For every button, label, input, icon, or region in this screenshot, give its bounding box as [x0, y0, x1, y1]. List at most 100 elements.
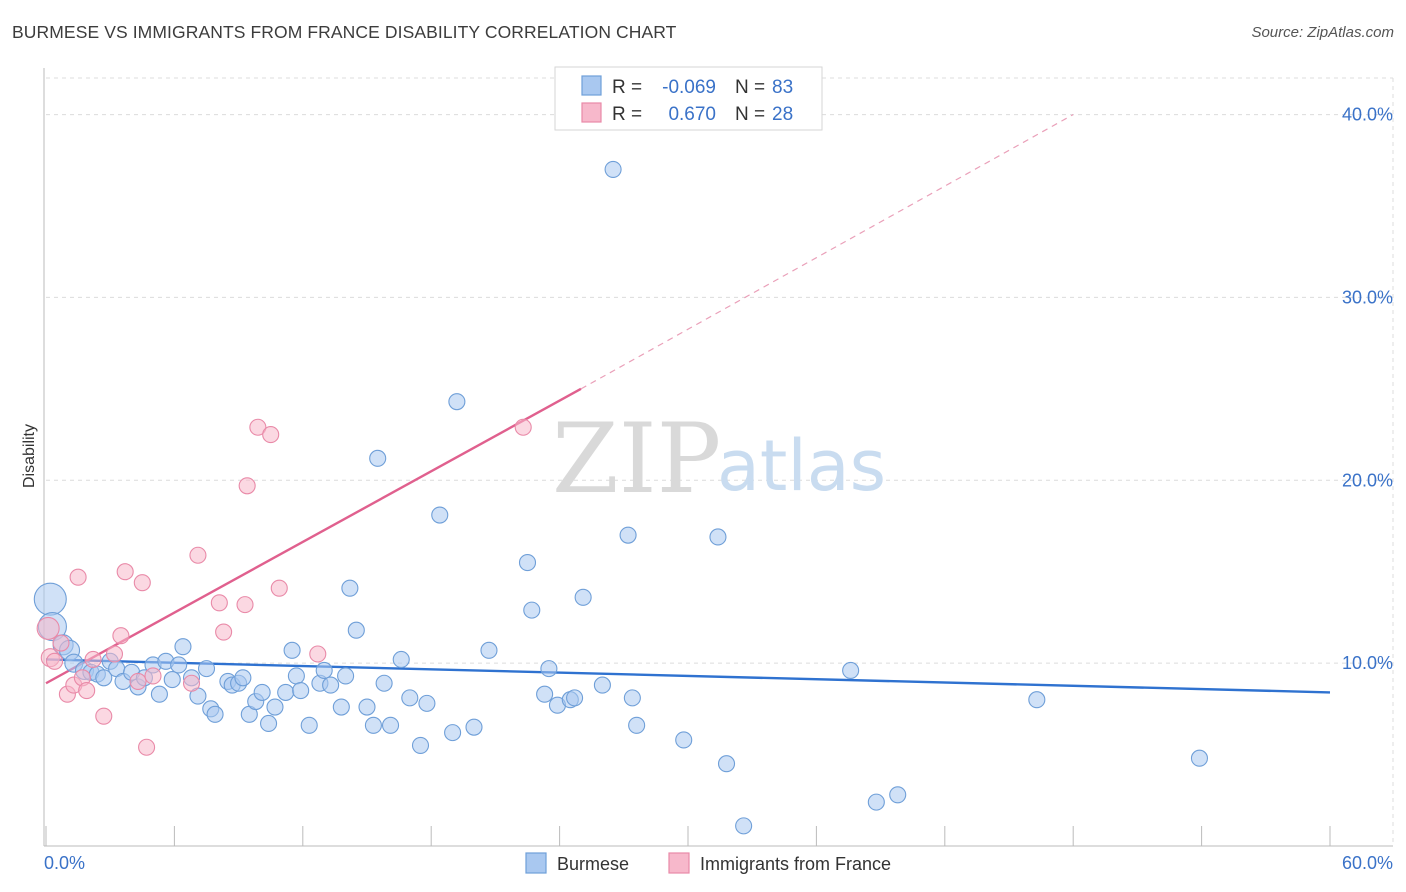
y-tick-labels: 10.0% 20.0% 30.0% 40.0%	[1342, 105, 1393, 674]
y-tick-label-0: 10.0%	[1342, 653, 1393, 673]
france-trend-line	[45, 387, 582, 685]
burmese-point-52	[392, 650, 410, 669]
france-point-6	[69, 568, 87, 586]
france-point-14	[129, 672, 147, 690]
watermark-atlas: atlas	[717, 425, 886, 507]
legend-r-value-burmese: -0.069	[662, 77, 716, 98]
series-legend-swatch-burmese	[525, 852, 547, 874]
trend-lines	[45, 114, 1331, 694]
burmese-point-63	[536, 685, 554, 703]
burmese-point-32	[253, 683, 271, 701]
france-point-17	[144, 667, 162, 685]
burmese-point-78	[842, 661, 860, 680]
burmese-point-34	[266, 698, 284, 716]
france-point-18	[182, 674, 201, 692]
france-point-8	[78, 682, 96, 700]
burmese-point-55	[418, 694, 436, 712]
burmese-point-77	[735, 817, 753, 835]
burmese-point-59	[465, 718, 483, 736]
legend-r-label-france: R =	[612, 104, 642, 125]
france-point-15	[133, 574, 151, 592]
france-point-2	[46, 652, 64, 670]
burmese-point-25	[206, 705, 224, 723]
burmese-trend-line	[45, 658, 1331, 694]
burmese-point-44	[337, 667, 355, 685]
burmese-point-37	[287, 667, 305, 685]
france-point-20	[210, 594, 228, 612]
x-tick-label-min: 0.0%	[44, 853, 85, 873]
axes	[43, 68, 1393, 847]
france-point-21	[215, 623, 233, 641]
burmese-point-50	[375, 674, 393, 692]
series-legend-swatch-france	[668, 852, 690, 874]
burmese-point-49	[369, 449, 387, 467]
burmese-point-64	[540, 660, 558, 678]
burmese-point-23	[197, 660, 216, 678]
burmese-point-57	[444, 724, 462, 742]
burmese-point-71	[619, 526, 637, 544]
y-tick-label-2: 30.0%	[1342, 287, 1393, 307]
burmese-point-61	[518, 554, 537, 572]
france-point-28	[514, 418, 532, 436]
burmese-point-81	[1028, 691, 1046, 709]
burmese-point-33	[260, 714, 278, 733]
burmese-point-60	[480, 641, 498, 659]
burmese-point-47	[358, 698, 376, 716]
burmese-point-43	[332, 698, 350, 716]
france-point-16	[138, 738, 156, 756]
series-legend: Burmese Immigrants from France	[525, 852, 891, 874]
burmese-point-54	[411, 736, 430, 754]
x-tick-label-max: 60.0%	[1342, 853, 1393, 873]
legend-swatch-france	[581, 102, 602, 123]
y-axis-title: Disability	[21, 424, 38, 488]
legend-swatch-burmese	[581, 75, 602, 96]
burmese-point-19	[170, 656, 188, 674]
legend-n-value-burmese: 83	[772, 77, 793, 98]
france-point-11	[105, 645, 124, 663]
france-point-26	[270, 579, 288, 597]
burmese-point-39	[300, 716, 318, 734]
source-label: Source: ZipAtlas.com	[1251, 24, 1394, 41]
france-point-22	[236, 596, 254, 614]
france-trend-extension	[580, 114, 1074, 390]
france-point-25	[262, 426, 280, 444]
burmese-point-75	[709, 528, 727, 546]
watermark: ZIP atlas	[552, 403, 886, 515]
legend-n-value-france: 28	[772, 104, 793, 125]
burmese-point-8	[95, 669, 113, 687]
france-point-24	[249, 418, 267, 436]
watermark-zip: ZIP	[552, 403, 721, 515]
burmese-point-36	[283, 641, 301, 659]
burmese-point-68	[574, 588, 592, 606]
burmese-point-42	[322, 676, 340, 694]
burmese-point-53	[401, 689, 419, 707]
burmese-point-45	[341, 579, 359, 597]
legend-r-label-burmese: R =	[612, 77, 642, 98]
burmese-point-74	[675, 731, 693, 749]
burmese-point-69	[593, 676, 611, 694]
burmese-point-0	[33, 582, 67, 616]
burmese-point-80	[889, 786, 907, 804]
france-point-27	[309, 645, 327, 663]
france-point-13	[116, 563, 134, 581]
series-legend-label-france: Immigrants from France	[700, 854, 891, 874]
burmese-point-76	[717, 755, 736, 773]
y-tick-label-3: 40.0%	[1342, 105, 1393, 125]
y-tick-label-1: 20.0%	[1342, 470, 1393, 490]
france-point-9	[84, 650, 102, 669]
burmese-point-46	[347, 621, 365, 639]
burmese-point-73	[628, 716, 646, 734]
burmese-point-70	[604, 160, 622, 178]
burmese-point-62	[523, 601, 541, 619]
burmese-point-79	[867, 793, 885, 811]
burmese-point-56	[431, 506, 449, 524]
france-point-0	[36, 616, 60, 640]
burmese-point-58	[448, 393, 466, 411]
france-point-3	[52, 634, 70, 652]
data-points	[33, 160, 1209, 835]
burmese-point-82	[1190, 749, 1209, 767]
france-point-23	[238, 477, 256, 495]
burmese-point-72	[623, 689, 641, 707]
burmese-point-48	[364, 716, 382, 734]
